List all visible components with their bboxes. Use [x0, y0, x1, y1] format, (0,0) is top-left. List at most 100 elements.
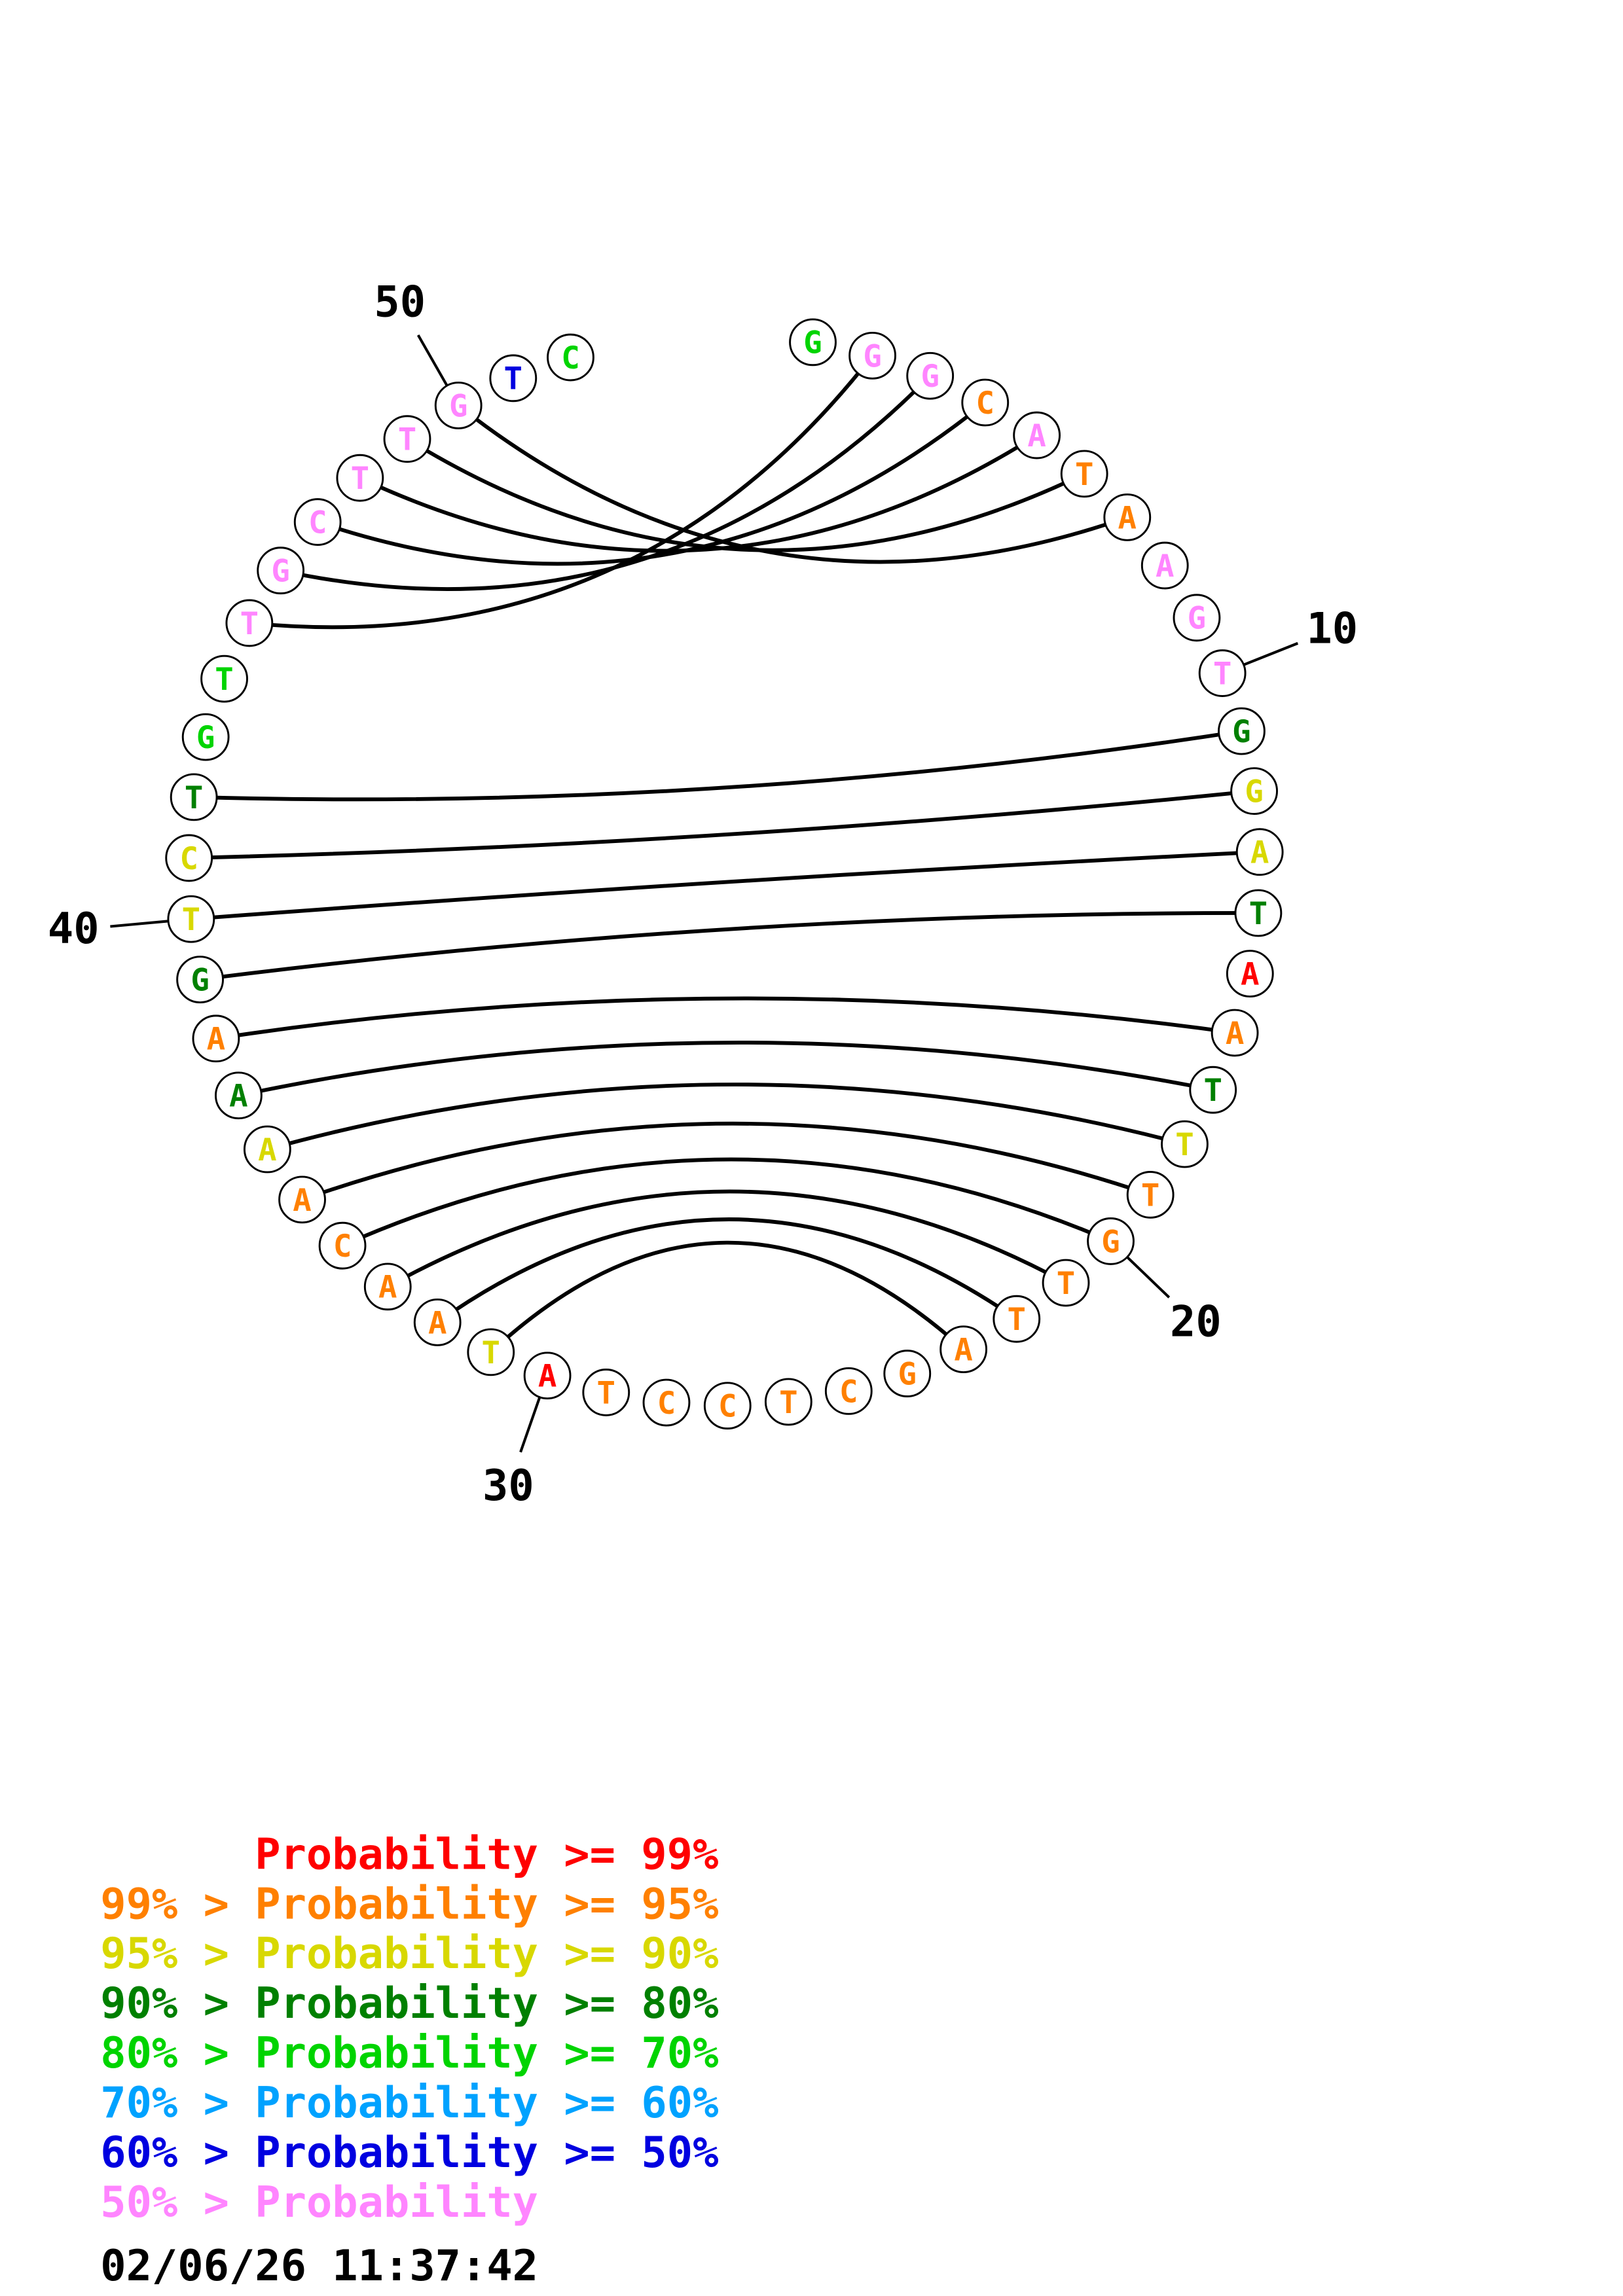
tick-line-10	[1243, 641, 1299, 666]
base-circle-40	[167, 895, 215, 943]
base-pair-arc-13-40	[189, 850, 1262, 922]
base-circle-15	[1226, 950, 1274, 998]
base-circle-7	[1103, 493, 1152, 541]
base-circle-22	[993, 1295, 1041, 1343]
base-letter-30: A	[538, 1359, 557, 1395]
base-pair-arc-4-47	[316, 401, 987, 566]
base-letter-38: A	[207, 1022, 226, 1058]
base-circle-21	[1042, 1259, 1090, 1307]
legend-item-2: 95% > Probability >= 90%	[100, 1929, 718, 1979]
base-pair-arc-19-35	[300, 1121, 1153, 1202]
base-circle-51	[489, 354, 538, 403]
base-circle-45	[225, 599, 274, 647]
base-letter-36: A	[258, 1132, 277, 1168]
base-pair-arc-22-32	[435, 1217, 1019, 1325]
base-letter-9: G	[1188, 601, 1206, 637]
base-letter-48: T	[351, 461, 370, 497]
timestamp: 02/06/26 11:37:42	[100, 2241, 538, 2291]
base-circle-48	[336, 454, 384, 502]
base-circle-19	[1126, 1171, 1175, 1219]
base-circle-5	[1013, 411, 1061, 459]
base-circle-52	[547, 333, 594, 382]
base-letter-35: A	[293, 1183, 312, 1219]
base-circle-28	[642, 1378, 691, 1427]
base-letter-34: C	[333, 1229, 352, 1265]
base-letter-45: T	[240, 606, 259, 642]
base-circle-50	[434, 382, 483, 429]
base-pair-arc-3-46	[278, 374, 932, 591]
base-letter-41: C	[179, 841, 198, 877]
base-letter-28: C	[657, 1386, 676, 1422]
legend-item-6: 60% > Probability >= 50%	[100, 2128, 718, 2178]
base-letter-47: C	[308, 505, 327, 541]
base-pair-arc-11-42	[192, 729, 1244, 802]
tick-label-50: 50	[374, 277, 426, 327]
base-pair-arc-2-45	[247, 353, 875, 630]
base-pair-arc-20-34	[340, 1157, 1113, 1248]
base-circle-34	[318, 1221, 367, 1270]
base-letter-51: T	[504, 361, 523, 397]
base-circle-39	[176, 956, 224, 1004]
base-letter-4: C	[976, 386, 994, 422]
base-circle-14	[1234, 889, 1283, 937]
base-circle-4	[961, 378, 1010, 427]
base-letter-7: A	[1118, 500, 1137, 536]
base-circle-12	[1230, 767, 1278, 816]
base-circle-42	[170, 773, 218, 821]
base-circle-26	[764, 1378, 812, 1426]
base-circle-38	[192, 1014, 240, 1063]
base-letter-33: A	[378, 1270, 397, 1306]
base-letter-27: C	[718, 1389, 737, 1425]
tick-label-40: 40	[48, 904, 100, 954]
base-circle-49	[383, 415, 431, 463]
base-pair-arc-5-48	[357, 433, 1039, 553]
tick-label-30: 30	[483, 1461, 534, 1511]
base-circle-24	[883, 1350, 932, 1397]
base-letter-1: G	[803, 325, 822, 361]
legend-item-5: 70% > Probability >= 60%	[100, 2078, 718, 2128]
tick-line-30	[519, 1396, 541, 1453]
legend-item-7: 50% > Probability	[100, 2178, 538, 2227]
tick-label-20: 20	[1170, 1297, 1222, 1347]
base-pair-arc-21-33	[386, 1189, 1068, 1289]
base-circle-2	[848, 331, 896, 380]
base-letter-6: T	[1075, 457, 1094, 493]
base-letter-44: T	[215, 662, 234, 698]
base-circle-27	[703, 1382, 752, 1430]
base-circle-41	[165, 834, 213, 882]
base-circle-36	[243, 1125, 291, 1174]
base-letter-50: G	[449, 388, 468, 424]
base-letter-22: T	[1008, 1302, 1027, 1338]
tick-line-50	[416, 334, 448, 387]
base-circle-23	[939, 1325, 988, 1374]
base-letter-11: G	[1232, 714, 1250, 750]
base-circle-44	[200, 655, 248, 703]
base-letter-26: T	[779, 1385, 797, 1421]
base-circle-25	[824, 1367, 873, 1415]
base-letter-31: T	[482, 1335, 501, 1371]
base-circle-18	[1161, 1120, 1209, 1168]
base-letter-18: T	[1175, 1127, 1194, 1163]
legend-item-0: Probability >= 99%	[255, 1829, 718, 1879]
base-letter-21: T	[1057, 1266, 1075, 1302]
base-letter-39: G	[191, 963, 210, 999]
base-circle-17	[1189, 1066, 1237, 1114]
tick-label-10: 10	[1306, 603, 1358, 653]
base-circle-32	[413, 1298, 462, 1346]
base-circle-1	[789, 318, 837, 367]
base-letter-23: A	[954, 1333, 972, 1369]
legend-item-3: 90% > Probability >= 80%	[100, 1979, 718, 2028]
base-letter-2: G	[863, 338, 881, 374]
base-letter-17: T	[1203, 1073, 1222, 1109]
base-pair-arc-12-41	[187, 789, 1256, 860]
base-circle-10	[1198, 649, 1247, 697]
base-letter-24: G	[898, 1356, 917, 1392]
base-letter-46: G	[271, 554, 290, 590]
base-letter-42: T	[185, 780, 204, 816]
base-circle-11	[1218, 707, 1266, 755]
base-letter-49: T	[398, 422, 417, 458]
tick-line-20	[1126, 1256, 1171, 1299]
base-circle-31	[467, 1328, 515, 1376]
